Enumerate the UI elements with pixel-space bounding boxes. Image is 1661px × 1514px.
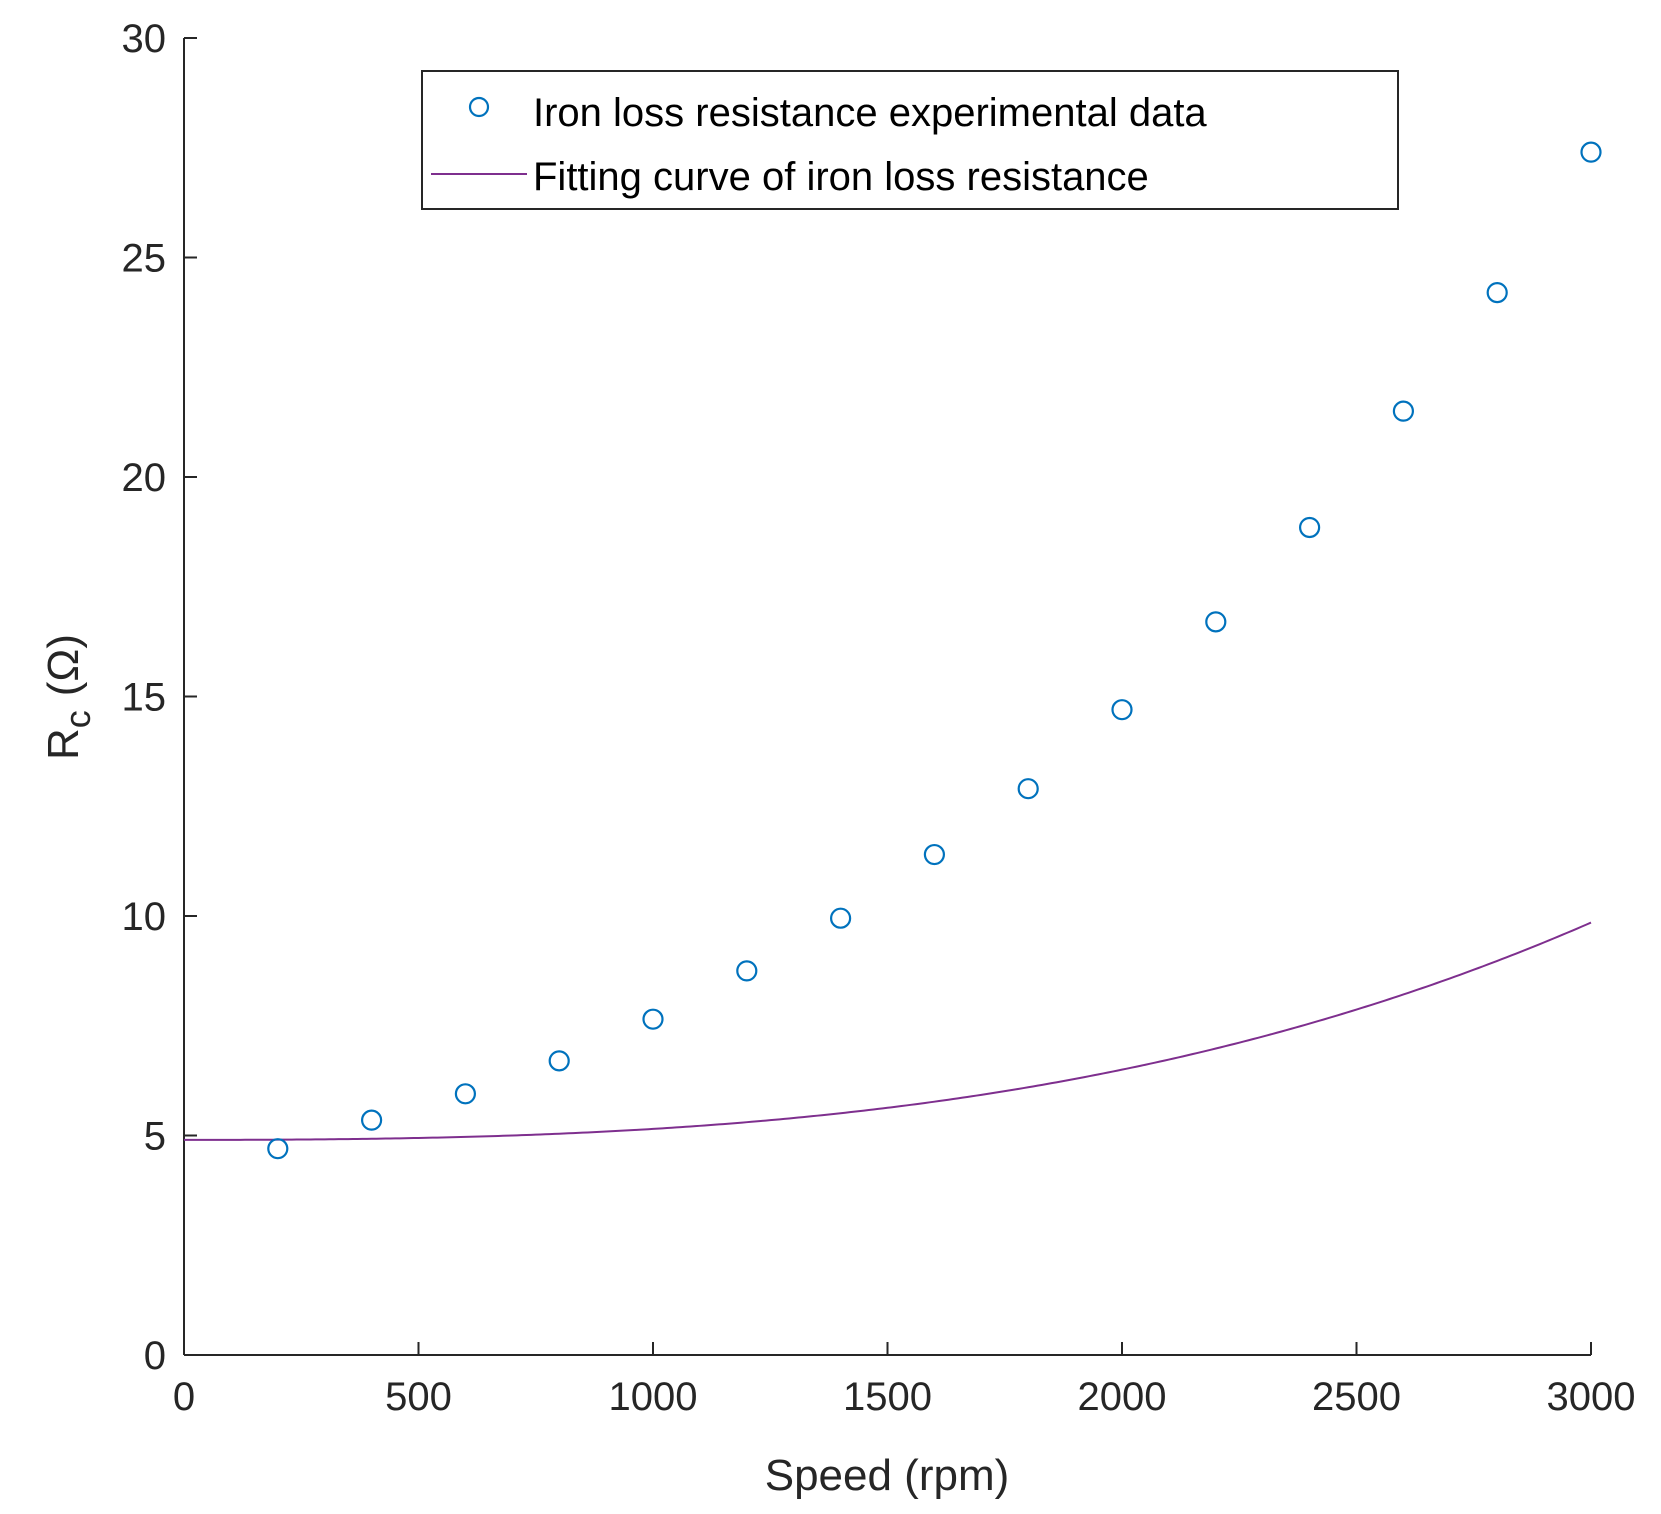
data-point-marker — [923, 843, 946, 866]
x-tick-label: 0 — [173, 1375, 195, 1419]
x-tick-label: 1500 — [843, 1375, 932, 1419]
data-point-marker — [1205, 611, 1227, 633]
data-point-marker — [454, 1083, 476, 1105]
data-point-marker — [548, 1050, 570, 1072]
data-point-marker — [1486, 282, 1508, 304]
x-tick-label: 2000 — [1078, 1375, 1167, 1419]
plot-area: 0 500 1000 1500 2000 2500 3000 0 5 10 15 20 25 30 — [122, 17, 1636, 1419]
data-point-marker — [1392, 400, 1415, 422]
data-point-marker — [829, 907, 852, 929]
legend-marker-icon — [468, 96, 490, 118]
data-point-marker — [642, 1008, 664, 1030]
y-tick-label: 25 — [122, 237, 167, 281]
y-axis-title: Rc (Ω) — [39, 634, 98, 760]
data-point-marker — [1298, 516, 1321, 539]
x-ticks: 0 500 1000 1500 2000 2500 3000 — [173, 1342, 1636, 1419]
svg-text:Rc(Ω): Rc (Ω) — [39, 634, 98, 760]
data-point-marker — [267, 1138, 289, 1160]
y-tick-label: 5 — [144, 1115, 166, 1159]
y-ticks: 0 5 10 15 20 25 30 — [122, 17, 197, 1378]
x-tick-label: 1000 — [609, 1375, 698, 1419]
x-tick-label: 500 — [385, 1375, 452, 1419]
fitting-curve-line — [184, 921, 1592, 1141]
legend-box — [421, 70, 1399, 210]
y-tick-label: 0 — [144, 1334, 166, 1378]
data-point-marker — [1017, 778, 1039, 800]
y-axis-title-main: R — [39, 728, 88, 760]
data-point-marker — [361, 1109, 383, 1131]
y-axis-title-unit: (Ω) — [39, 634, 88, 696]
legend-label-fitting: Fitting curve of iron loss resistance — [533, 155, 1149, 199]
x-axis-title: Speed (rpm) — [765, 1451, 1010, 1500]
y-tick-label: 30 — [122, 17, 167, 61]
data-markers — [267, 141, 1602, 1160]
y-tick-label: 20 — [122, 456, 167, 500]
x-tick-label: 2500 — [1312, 1375, 1401, 1419]
legend-label-experimental: Iron loss resistance experimental data — [533, 91, 1207, 135]
y-axis-title-subscript: c — [57, 710, 98, 728]
y-tick-label: 10 — [122, 895, 167, 939]
x-tick-label: 3000 — [1547, 1375, 1636, 1419]
data-point-marker — [1580, 141, 1602, 163]
data-point-marker — [736, 960, 758, 982]
legend: Iron loss resistance experimental data F… — [421, 70, 1399, 210]
data-point-marker — [1111, 699, 1133, 721]
y-tick-label: 15 — [122, 676, 167, 720]
